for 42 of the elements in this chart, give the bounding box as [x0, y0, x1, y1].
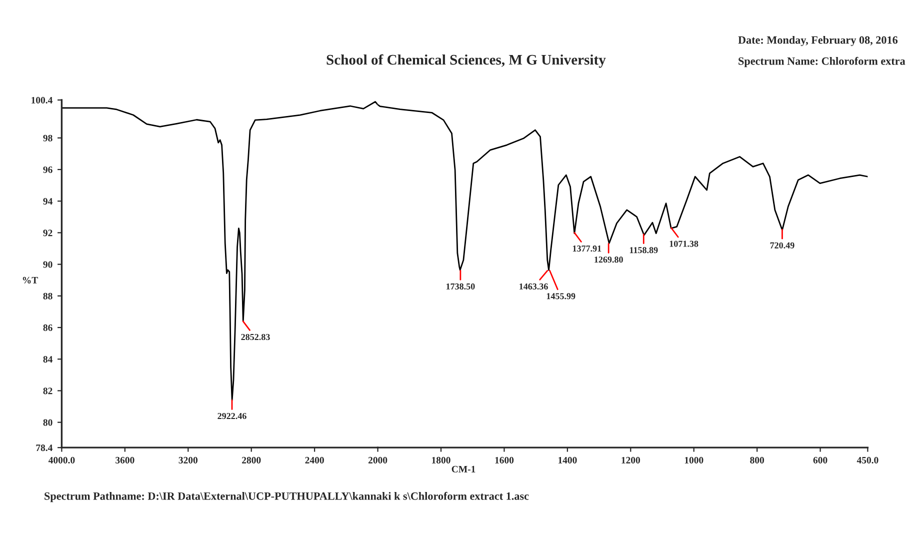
x-tick-label: 600 — [813, 456, 828, 464]
y-tick-label: 98 — [43, 134, 52, 142]
y-tick-label: 100.4 — [32, 96, 52, 104]
text: Spectrum Pathname: D:\IR Data\External\UCP-PUTHUPALLY\kannaki k s\Chloroform extract 1.asc — [44, 492, 529, 502]
annotation: 1269.80 — [594, 256, 623, 263]
annotation: 1071.38 — [670, 240, 698, 247]
x-tick-label: 2400 — [305, 456, 324, 464]
y-tick-label: 96 — [43, 166, 52, 173]
x-tick-label: 1200 — [622, 456, 640, 464]
annotation: 1158.89 — [630, 247, 658, 254]
annotation: 720.49 — [770, 242, 794, 248]
x-tick-label: 1800 — [432, 456, 450, 464]
y-tick-label: 78.4 — [36, 444, 52, 452]
text: Spectrum Name: Chloroform extra — [738, 56, 906, 68]
text: Date: Monday, February 08, 2016 — [738, 36, 898, 46]
x-tick-label: 1400 — [558, 456, 577, 464]
x-tick-label: 3200 — [178, 456, 198, 464]
x-axis-title: CM-1 — [452, 466, 476, 472]
y-tick-label: 84 — [43, 356, 52, 363]
y-tick-label: 88 — [43, 292, 52, 300]
y-tick-label: 82 — [43, 388, 52, 394]
y-tick-label: 80 — [43, 419, 52, 426]
annotation: 1738.50 — [446, 283, 475, 290]
x-tick-label: 2000 — [368, 456, 388, 464]
x-tick-label: 4000.0 — [48, 456, 75, 464]
y-axis-title: %T — [22, 276, 38, 284]
x-tick-label: 2800 — [242, 456, 261, 464]
y-tick-label: 90 — [43, 261, 52, 268]
y-tick-label: 92 — [43, 230, 52, 236]
x-tick-label: 1600 — [495, 456, 514, 464]
x-tick-label: 800 — [750, 456, 764, 464]
annotation: 2852.83 — [241, 334, 270, 340]
annotation: 1377.91 — [572, 246, 602, 252]
annotation: 1463.36 — [520, 283, 548, 290]
annotation: 2922.46 — [218, 412, 246, 420]
y-tick-label: 86 — [43, 324, 52, 331]
chart-title: School of Chemical Sciences, M G University — [326, 54, 606, 68]
x-tick-label: 450.0 — [856, 456, 878, 464]
annotation: 1455.99 — [546, 293, 576, 300]
x-tick-label: 3600 — [116, 456, 134, 464]
y-tick-label: 94 — [43, 198, 52, 205]
x-tick-label: 1000 — [684, 456, 704, 464]
